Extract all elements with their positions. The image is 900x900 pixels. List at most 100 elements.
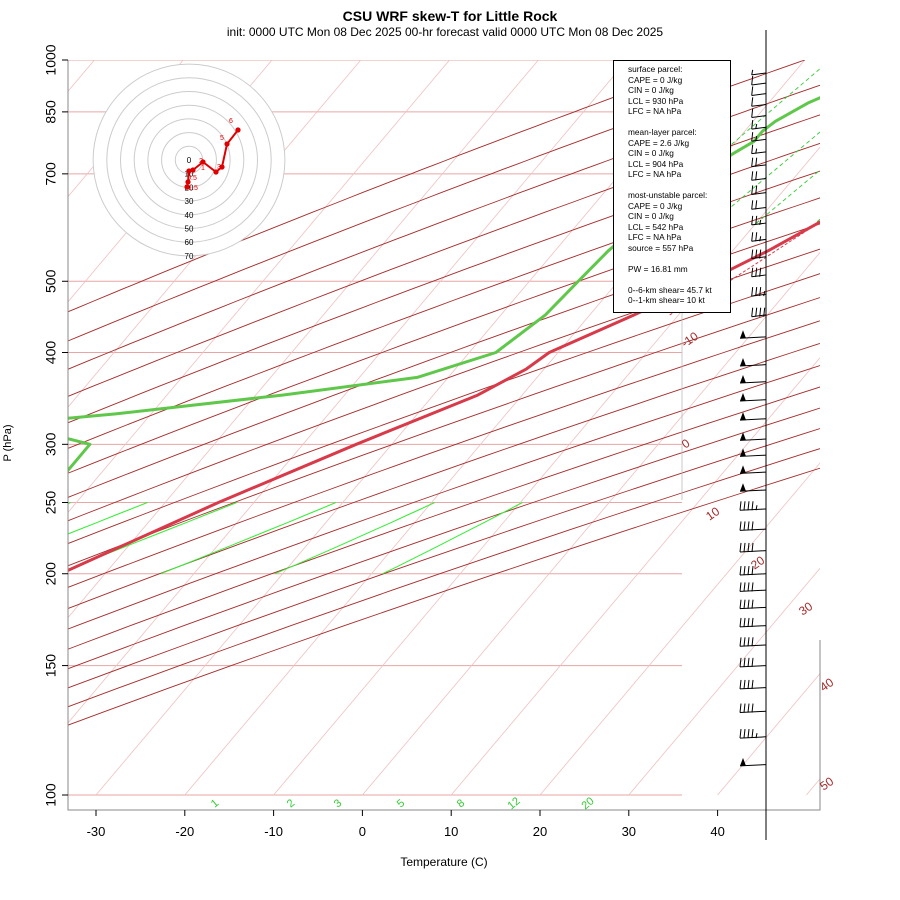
- hodograph-point: [224, 141, 230, 147]
- barb-staff: [751, 115, 767, 118]
- hodograph-ring-label: 0: [187, 156, 192, 165]
- p-tick-label: 500: [43, 269, 59, 293]
- info-line: source = 557 hPa: [628, 242, 694, 253]
- wind-barb: [739, 617, 767, 628]
- dry-adiabat-line: [68, 273, 820, 545]
- p-tick-label: 100: [43, 783, 59, 807]
- barb-flag: [755, 232, 758, 242]
- dry-adiabat-line: [68, 386, 820, 650]
- barb-flag: [739, 657, 742, 667]
- p-tick-label: 1000: [43, 44, 59, 75]
- dry-adiabat-line: [68, 297, 820, 567]
- moist-adiabat-line: [68, 502, 71, 505]
- barb-flag: [751, 582, 754, 592]
- barb-flag: [751, 185, 754, 195]
- barb-pennant: [740, 375, 746, 383]
- barb-flag: [751, 637, 754, 647]
- temperature-line: [68, 220, 820, 573]
- dry-adiabat-line: [68, 114, 820, 397]
- dry-adiabat-line: [68, 84, 820, 370]
- moist-adiabat-line: [68, 502, 148, 535]
- axes-frame: [67, 60, 821, 811]
- barb-staff: [751, 177, 767, 181]
- barb-flag: [755, 185, 758, 195]
- barb-flag: [759, 287, 762, 297]
- barb-flag: [751, 599, 754, 609]
- wind-barb: [739, 412, 767, 421]
- hodograph-point-label: 1.5: [188, 185, 198, 192]
- mixing-ratio-label: 2: [285, 797, 297, 810]
- wind-barb: [739, 358, 767, 367]
- barb-pennant: [740, 412, 746, 421]
- dry-adiabat-line: [68, 448, 820, 708]
- wind-barb: [751, 75, 767, 86]
- wind-barb: [751, 86, 767, 96]
- info-line: CAPE = 2.6 J/kg: [628, 137, 690, 148]
- info-line: CIN = 0 J/kg: [628, 148, 674, 158]
- parcel-trace-line: [669, 221, 820, 316]
- info-line: LFC = NA hPa: [628, 169, 682, 179]
- p-tick-label: 700: [43, 162, 59, 186]
- barb-pennant: [740, 465, 746, 474]
- barb-half-flag: [763, 291, 766, 297]
- wind-barbs: [739, 30, 767, 840]
- barb-staff: [751, 138, 767, 142]
- x-tick-label: 30: [622, 824, 636, 839]
- hodograph-ring: [120, 91, 258, 229]
- isotherm-line: [628, 567, 820, 796]
- y-axis-label: P (hPa): [2, 424, 14, 462]
- barb-flag: [743, 542, 746, 553]
- wind-barb: [739, 565, 767, 576]
- hodograph-ring-label: 40: [185, 211, 194, 220]
- barb-flag: [751, 287, 754, 297]
- info-line: CAPE = 0 J/kg: [628, 74, 683, 85]
- wind-barb: [751, 171, 767, 181]
- hodograph-point-label: 6: [229, 118, 233, 125]
- mixing-ratio-label: 8: [455, 797, 467, 810]
- info-line: PW = 16.81 mm: [628, 263, 688, 274]
- barb-staff: [751, 192, 767, 195]
- wind-barb: [739, 679, 767, 690]
- barb-flag: [751, 542, 754, 553]
- dry-adiabat-line: [68, 248, 820, 522]
- barb-flag: [743, 582, 746, 592]
- barb-half-flag: [759, 219, 762, 225]
- wind-barb: [751, 97, 767, 107]
- wind-barb: [751, 215, 767, 226]
- barb-half-flag: [755, 505, 758, 511]
- wind-barb: [739, 465, 767, 474]
- barb-flag: [747, 729, 750, 739]
- wind-barb: [751, 69, 767, 76]
- barb-flag: [751, 75, 754, 86]
- mixing-ratio-line: [756, 169, 820, 224]
- info-line: LFC = NA hPa: [628, 232, 682, 242]
- barb-flag: [739, 582, 742, 592]
- barb-half-flag: [755, 148, 758, 154]
- wind-barb: [739, 501, 767, 511]
- barb-flag: [755, 287, 758, 297]
- barb-staff: [751, 256, 767, 260]
- dry-adiabat-label: 30: [796, 599, 815, 618]
- barb-flag: [759, 249, 762, 259]
- hodograph-point: [235, 127, 241, 133]
- isotherm-line: [68, 60, 450, 514]
- barb-flag: [755, 171, 758, 181]
- barb-flag: [751, 501, 754, 511]
- barb-staff: [751, 164, 767, 168]
- info-line: surface parcel:: [628, 64, 683, 74]
- barb-flag: [747, 565, 750, 576]
- x-tick-label: 0: [359, 824, 366, 839]
- isotherm-line: [450, 357, 820, 796]
- wind-barb: [739, 637, 767, 647]
- barb-flag: [743, 703, 746, 713]
- hodograph-point: [186, 168, 192, 174]
- barb-flag: [739, 637, 742, 647]
- dry-adiabat-line: [68, 170, 820, 449]
- hodograph-ring-label: 70: [185, 252, 194, 261]
- hodograph-background: [93, 64, 285, 256]
- barb-flag: [751, 565, 754, 576]
- barb-flag: [743, 657, 746, 667]
- barb-flag: [747, 617, 750, 627]
